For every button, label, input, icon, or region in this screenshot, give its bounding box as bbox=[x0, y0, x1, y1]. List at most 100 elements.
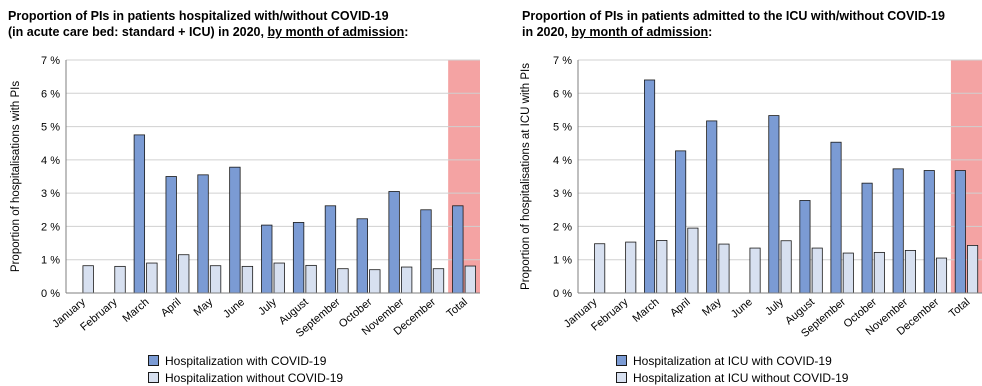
chart1-bar-with bbox=[356, 218, 368, 294]
chart1-bar-without bbox=[241, 265, 254, 294]
chart2-legend: Hospitalization at ICU with COVID-19 Hos… bbox=[616, 352, 848, 386]
chart2-ytick-label: 2 % bbox=[553, 221, 572, 233]
chart1-ytick-label: 7 % bbox=[41, 55, 60, 67]
chart1-ytick-label: 2 % bbox=[41, 221, 60, 233]
chart2-bar-with bbox=[799, 200, 811, 294]
chart1-bar-without bbox=[432, 268, 445, 294]
chart2-bar-with bbox=[768, 115, 780, 294]
chart2-ytick-label: 4 % bbox=[553, 155, 572, 167]
chart1-bar-with bbox=[261, 224, 273, 294]
chart2-legend-label-without: Hospitalization at ICU without COVID-19 bbox=[633, 370, 849, 385]
chart1-legend-item-with: Hospitalization with COVID-19 bbox=[148, 352, 343, 369]
chart1-xtick-label: May bbox=[192, 296, 216, 319]
chart1-bar-without bbox=[114, 265, 126, 294]
chart1-ytick-label: 5 % bbox=[41, 122, 60, 134]
chart1-bar-without bbox=[369, 269, 381, 294]
chart2-legend-item-with: Hospitalization at ICU with COVID-19 bbox=[616, 352, 848, 369]
chart2-bar-without bbox=[718, 243, 730, 294]
chart2-legend-swatch-without bbox=[616, 372, 627, 383]
chart1-bar-with bbox=[420, 209, 432, 294]
chart2-bar-without bbox=[749, 247, 761, 294]
chart1-ytick-label: 6 % bbox=[41, 88, 60, 100]
chart1-bar-without bbox=[464, 265, 476, 294]
chart1-bar-without bbox=[178, 254, 190, 294]
chart2-bar-with bbox=[644, 79, 656, 294]
chart1-bar-with bbox=[229, 166, 241, 294]
chart1-title-line2-underlined: by month of admission bbox=[267, 25, 405, 39]
chart1-bar-without bbox=[146, 262, 158, 294]
chart2-ytick-label: 3 % bbox=[553, 188, 572, 200]
chart1-bar-with bbox=[133, 134, 146, 294]
chart2-title-line2: in 2020, by month of admission: bbox=[522, 24, 945, 40]
chart1-legend-item-without: Hospitalization without COVID-19 bbox=[148, 369, 343, 386]
chart1-title-line2-post: : bbox=[404, 25, 409, 39]
chart1-ytick-label: 0 % bbox=[41, 288, 60, 300]
chart2-xtick-label: June bbox=[729, 296, 755, 321]
chart1-xtick-label: June bbox=[221, 296, 247, 321]
chart1-ytick-label: 4 % bbox=[41, 155, 60, 167]
chart2-legend-swatch-with bbox=[616, 355, 627, 366]
chart2-bar-with bbox=[706, 120, 718, 294]
chart1-legend: Hospitalization with COVID-19 Hospitaliz… bbox=[148, 352, 343, 386]
chart2-bar-with bbox=[861, 182, 873, 294]
chart2-bar-without bbox=[904, 249, 916, 294]
chart2-xtick-label: May bbox=[700, 296, 724, 319]
chart2-ylabel: Proportion of hospitalisations at ICU wi… bbox=[520, 63, 532, 290]
chart1-bar-with bbox=[165, 176, 177, 294]
chart1-bar-with bbox=[292, 222, 305, 294]
chart1-title-line2: (in acute care bed: standard + ICU) in 2… bbox=[8, 24, 408, 40]
chart2-ytick-label: 7 % bbox=[553, 55, 572, 67]
chart2-bar-with bbox=[923, 170, 935, 294]
chart2-ytick-label: 1 % bbox=[553, 255, 572, 267]
chart2-title-line1: Proportion of PIs in patients admitted t… bbox=[522, 9, 945, 23]
chart1-xtick-label: Total bbox=[444, 296, 470, 320]
chart1-xtick-label: April bbox=[159, 296, 184, 319]
chart2-bar-without bbox=[656, 240, 668, 294]
chart2-bar-with bbox=[830, 141, 842, 294]
chart2-bar-without bbox=[967, 245, 979, 294]
chart2-bar-without bbox=[780, 240, 792, 294]
chart1-bar-without bbox=[82, 265, 94, 294]
chart1-bar-with bbox=[388, 191, 400, 294]
chart1-bar-without bbox=[273, 262, 285, 294]
chart2-ytick-label: 0 % bbox=[553, 288, 572, 300]
chart2-ytick-label: 6 % bbox=[553, 88, 572, 100]
chart2-bar-with bbox=[892, 168, 904, 294]
chart1-title-line1: Proportion of PIs in patients hospitaliz… bbox=[8, 9, 389, 23]
chart1-xtick-label: March bbox=[120, 296, 151, 325]
chart1-legend-label-with: Hospitalization with COVID-19 bbox=[165, 353, 327, 368]
chart1-bar-with bbox=[452, 205, 464, 294]
chart2-xtick-label: March bbox=[630, 296, 661, 325]
chart1-legend-swatch-with bbox=[148, 355, 159, 366]
chart2-title: Proportion of PIs in patients admitted t… bbox=[522, 8, 945, 40]
chart1-bar-without bbox=[209, 265, 222, 294]
chart1-ytick-label: 3 % bbox=[41, 188, 60, 200]
chart1-bar-without bbox=[337, 268, 349, 294]
chart2-xtick-label: July bbox=[763, 296, 786, 318]
chart1-ytick-label: 1 % bbox=[41, 255, 60, 267]
chart1-bar-with bbox=[197, 174, 209, 294]
chart2-title-line2-pre: in 2020, bbox=[522, 25, 572, 39]
chart1-xtick-label: July bbox=[256, 296, 279, 318]
chart1-ylabel: Proportion of hospitalisations with PIs bbox=[10, 81, 22, 272]
chart2-title-line2-underlined: by month of admission bbox=[571, 25, 709, 39]
chart1-bar-with bbox=[324, 205, 337, 294]
chart2-bar-without bbox=[935, 257, 948, 294]
chart2-bar-without bbox=[687, 227, 699, 294]
chart1-bar-without bbox=[305, 264, 317, 294]
chart1-title-line2-pre: (in acute care bed: standard + ICU) in 2… bbox=[8, 25, 268, 39]
chart2-bar-without bbox=[594, 243, 606, 294]
chart2-xtick-label: April bbox=[668, 296, 693, 319]
chart1-bar-without bbox=[400, 266, 413, 294]
chart2-bar-without bbox=[811, 247, 823, 294]
chart2-bar-without bbox=[625, 241, 637, 294]
chart1-title: Proportion of PIs in patients hospitaliz… bbox=[8, 8, 408, 40]
chart2-xtick-label: Total bbox=[947, 296, 973, 320]
chart2-bar-without bbox=[842, 252, 854, 294]
chart2-legend-item-without: Hospitalization at ICU without COVID-19 bbox=[616, 369, 848, 386]
chart2-ytick-label: 5 % bbox=[553, 122, 572, 134]
